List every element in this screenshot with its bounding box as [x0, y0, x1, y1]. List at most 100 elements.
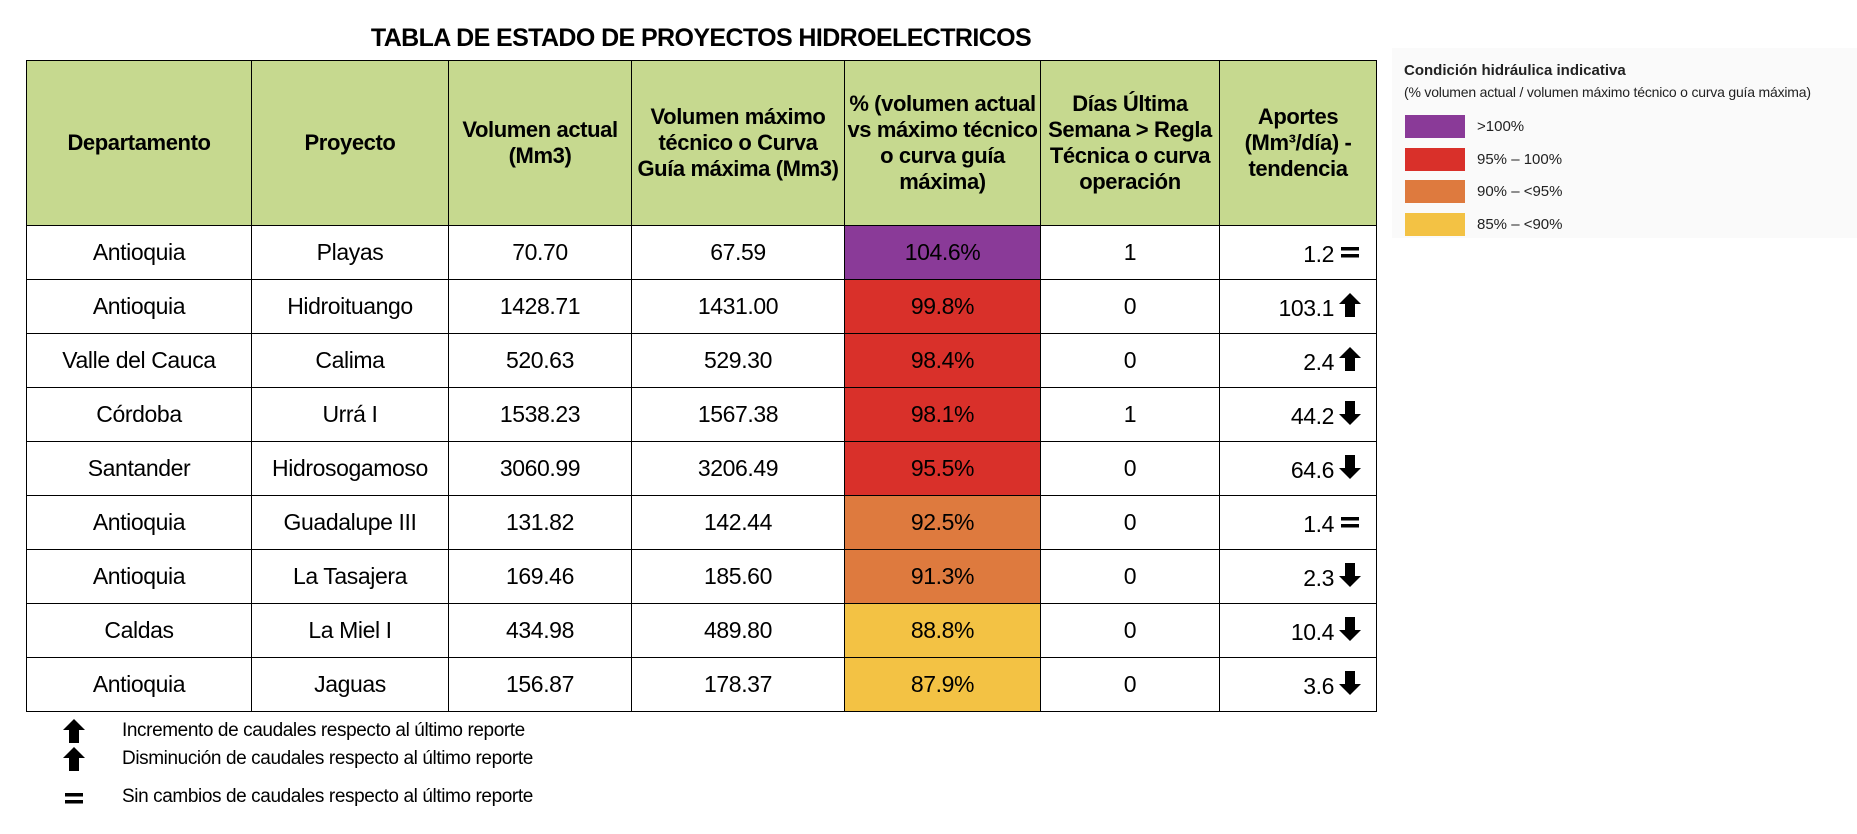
- title: TABLA DE ESTADO DE PROYECTOS HIDROELECTR…: [370, 24, 1032, 52]
- up-icon: [1339, 292, 1361, 317]
- cell: 185.60: [631, 549, 845, 604]
- legend-label: >100%: [1477, 118, 1525, 135]
- cell: Hidroituango: [251, 279, 449, 334]
- note: Disminución de caudales respecto al últi…: [122, 748, 533, 769]
- cell: 434.98: [448, 603, 632, 658]
- eq-icon: [1341, 246, 1359, 257]
- column-header: % (volumen actual vs máximo técnico o cu…: [844, 60, 1041, 226]
- cell: Playas: [251, 225, 449, 280]
- down-icon: [1339, 400, 1361, 425]
- cell: 0: [1040, 495, 1220, 550]
- cell: Valle del Cauca: [26, 333, 252, 388]
- cell: 178.37: [631, 657, 845, 712]
- cell: 1431.00: [631, 279, 845, 334]
- cell: 1567.38: [631, 387, 845, 442]
- table-row: Antioquia Hidroituango 1428.71 1431.00 99.8%…: [26, 279, 1377, 334]
- table-row: Antioquia La Tasajera 169.46 185.60 91.3% 0 2.…: [26, 549, 1377, 604]
- trend-cell: 10.4: [1219, 603, 1377, 658]
- cell: 67.59: [631, 225, 845, 280]
- percent-cell: 87.9%: [844, 657, 1041, 712]
- note: Sin cambios de caudales respecto al últi…: [122, 786, 533, 807]
- cell-text: 1.2: [1303, 240, 1334, 267]
- legend-swatch: [1405, 212, 1465, 236]
- legend-subtitle: (% volumen actual / volumen máximo técni…: [1404, 84, 1811, 100]
- project-table: Departamento Proyecto Volumen actual (Mm3)…: [26, 60, 1377, 712]
- percent-cell: 98.1%: [844, 387, 1041, 442]
- cell: 0: [1040, 279, 1220, 334]
- cell: 0: [1040, 603, 1220, 658]
- legend-label: 95% – 100%: [1477, 150, 1563, 168]
- table-row: Valle del Cauca Calima 520.63 529.30 98.4% 0 2…: [26, 333, 1377, 388]
- cell: 0: [1040, 657, 1220, 712]
- cell: Jaguas: [251, 657, 449, 712]
- column-header: Proyecto: [251, 60, 449, 226]
- cell-text: 2.3: [1303, 564, 1334, 591]
- cell-text: 1.4: [1303, 510, 1334, 537]
- cell: 0: [1040, 549, 1220, 604]
- percent-cell: 88.8%: [844, 603, 1041, 658]
- percent-cell: 92.5%: [844, 495, 1041, 550]
- down-icon: [1339, 454, 1361, 479]
- cell: Urrá I: [251, 387, 449, 442]
- legend-title: Condición hidráulica indicativa: [1404, 62, 1626, 79]
- cell: 1: [1040, 387, 1220, 442]
- cell: Hidrosogamoso: [251, 441, 449, 496]
- cell: 70.70: [448, 225, 632, 280]
- percent-cell: 104.6%: [844, 225, 1041, 280]
- trend-cell: 1.4: [1219, 495, 1377, 550]
- cell: La Tasajera: [251, 549, 449, 604]
- table-row: Córdoba Urrá I 1538.23 1567.38 98.1% 1 44.2: [26, 387, 1377, 442]
- cell: Antioquia: [26, 279, 252, 334]
- cell: Caldas: [26, 603, 252, 658]
- percent-cell: 99.8%: [844, 279, 1041, 334]
- cell-text: 2.4: [1303, 348, 1334, 375]
- column-header: Departamento: [26, 60, 252, 226]
- cell: 1428.71: [448, 279, 632, 334]
- percent-cell: 98.4%: [844, 333, 1041, 388]
- table-body: Antioquia Playas 70.70 67.59 104.6% 1 1.2 Antio…: [26, 225, 1377, 712]
- cell: 1538.23: [448, 387, 632, 442]
- cell: 0: [1040, 333, 1220, 388]
- table-row: Antioquia Playas 70.70 67.59 104.6% 1 1.2: [26, 225, 1377, 280]
- percent-cell: 91.3%: [844, 549, 1041, 604]
- legend-swatch: [1405, 147, 1465, 171]
- percent-cell: 95.5%: [844, 441, 1041, 496]
- down-icon: [1339, 562, 1361, 587]
- up-icon: [63, 747, 85, 771]
- cell: Calima: [251, 333, 449, 388]
- cell: 1: [1040, 225, 1220, 280]
- up-icon: [63, 719, 85, 743]
- cell-text: 3.6: [1303, 672, 1334, 699]
- header-row: Departamento Proyecto Volumen actual (Mm3)…: [26, 60, 1377, 226]
- eq-icon: [1341, 516, 1359, 527]
- table-row: Santander Hidrosogamoso 3060.99 3206.49 95.5…: [26, 441, 1377, 496]
- legend: Condición hidráulica indicativa (% volum…: [1392, 48, 1857, 238]
- cell-text: 64.6: [1290, 456, 1335, 483]
- cell: 529.30: [631, 333, 845, 388]
- cell: Antioquia: [26, 225, 252, 280]
- trend-cell: 44.2: [1219, 387, 1377, 442]
- trend-cell: 64.6: [1219, 441, 1377, 496]
- up-icon: [1339, 346, 1361, 371]
- cell: 3060.99: [448, 441, 632, 496]
- trend-cell: 1.2: [1219, 225, 1377, 280]
- down-icon: [1339, 616, 1361, 641]
- column-header: Volumen máximo técnico o Curva Guía máxi…: [631, 60, 845, 226]
- cell: La Miel I: [251, 603, 449, 658]
- cell: 3206.49: [631, 441, 845, 496]
- cell-text: 10.4: [1290, 618, 1335, 645]
- cell: 489.80: [631, 603, 845, 658]
- table-row: Antioquia Jaguas 156.87 178.37 87.9% 0 3.6: [26, 657, 1377, 712]
- legend-label: 85% – <90%: [1477, 215, 1563, 233]
- note: Incremento de caudales respecto al últim…: [122, 720, 525, 741]
- column-header: Volumen actual (Mm3): [448, 60, 632, 226]
- cell: Antioquia: [26, 495, 252, 550]
- cell-text: 44.2: [1290, 402, 1335, 429]
- trend-cell: 3.6: [1219, 657, 1377, 712]
- cell-text: 103.1: [1278, 294, 1334, 321]
- cell: Guadalupe III: [251, 495, 449, 550]
- cell: Antioquia: [26, 657, 252, 712]
- cell: Córdoba: [26, 387, 252, 442]
